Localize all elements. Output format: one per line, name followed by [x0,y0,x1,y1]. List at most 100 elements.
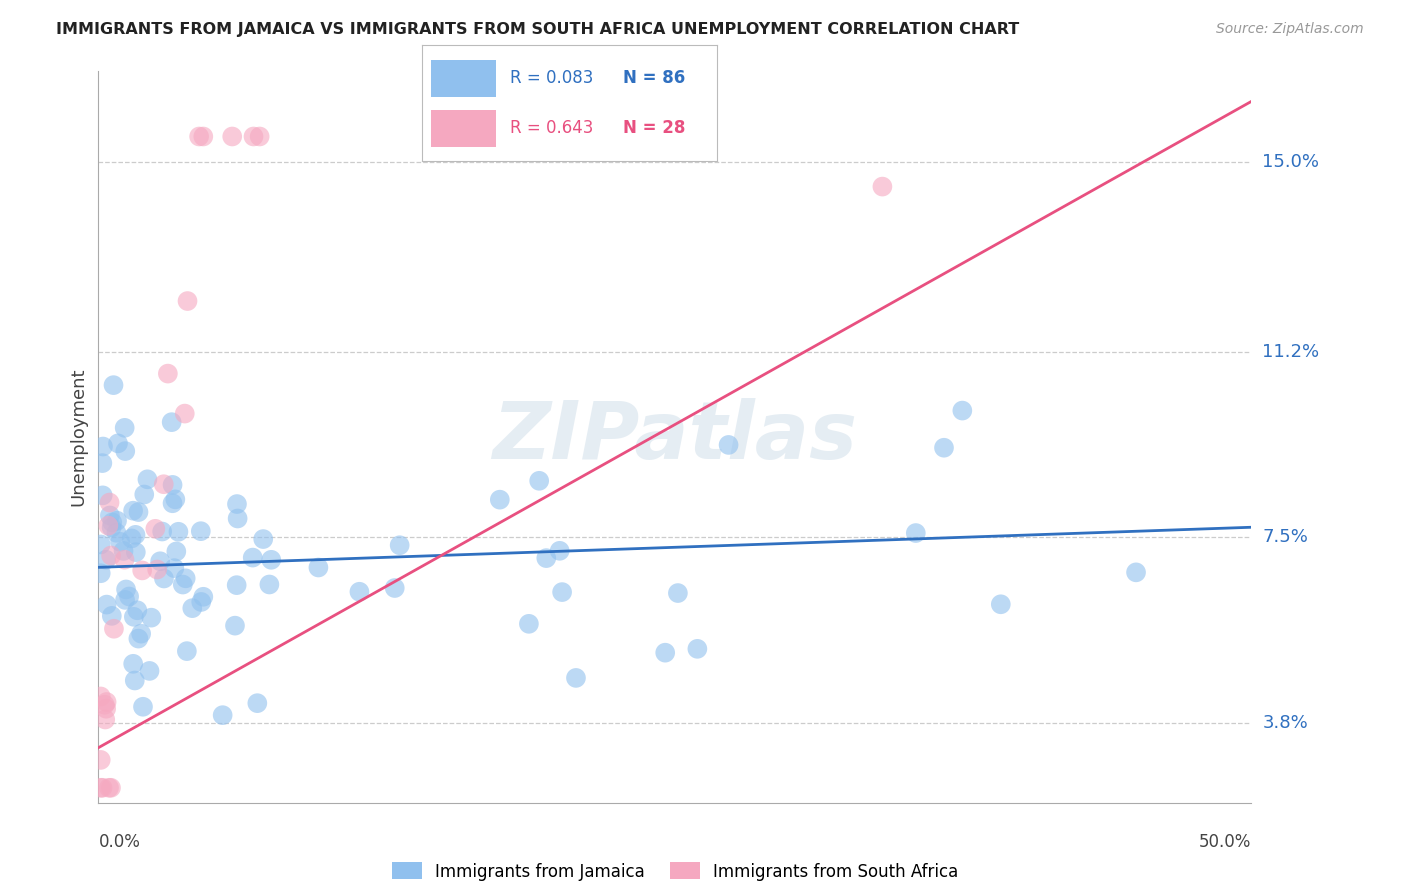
Immigrants from South Africa [872,179,894,194]
Immigrants from Jamaica [91,440,114,454]
Immigrants from Jamaica [128,505,150,519]
Immigrants from South Africa [176,293,198,308]
Immigrants from South Africa [98,780,121,795]
Immigrants from Jamaica [932,441,955,455]
Immigrants from Jamaica [226,497,249,511]
FancyBboxPatch shape [430,60,496,97]
Immigrants from South Africa [94,698,117,712]
Immigrants from Jamaica [112,544,135,558]
Text: 0.0%: 0.0% [98,833,141,851]
Immigrants from South Africa [173,407,195,421]
Immigrants from Jamaica [122,610,145,624]
Immigrants from Jamaica [98,508,121,523]
Immigrants from Jamaica [134,487,156,501]
Immigrants from South Africa [114,552,136,566]
Immigrants from Jamaica [551,585,574,599]
Immigrants from South Africa [100,549,122,563]
Immigrants from Jamaica [190,595,212,609]
Immigrants from South Africa [90,690,112,704]
Immigrants from Jamaica [165,544,187,558]
Text: R = 0.083: R = 0.083 [510,69,593,87]
Immigrants from Jamaica [172,577,194,591]
Immigrants from Jamaica [96,598,118,612]
Immigrants from Jamaica [107,436,129,450]
Immigrants from Jamaica [91,456,114,470]
Immigrants from Jamaica [136,472,159,486]
Immigrants from Jamaica [153,572,176,586]
Immigrants from Jamaica [176,644,198,658]
Immigrants from Jamaica [190,524,212,538]
Legend: Immigrants from Jamaica, Immigrants from South Africa: Immigrants from Jamaica, Immigrants from… [391,863,959,880]
Immigrants from South Africa [131,563,153,577]
Immigrants from South Africa [90,753,112,767]
Immigrants from South Africa [188,129,211,144]
Y-axis label: Unemployment: Unemployment [69,368,87,507]
Immigrants from Jamaica [193,590,215,604]
Text: N = 86: N = 86 [623,69,685,87]
Immigrants from South Africa [156,367,179,381]
Immigrants from Jamaica [349,584,371,599]
Immigrants from South Africa [152,477,174,491]
Immigrants from South Africa [221,129,243,144]
Immigrants from Jamaica [565,671,588,685]
Immigrants from Jamaica [108,534,131,549]
Text: IMMIGRANTS FROM JAMAICA VS IMMIGRANTS FROM SOUTH AFRICA UNEMPLOYMENT CORRELATION: IMMIGRANTS FROM JAMAICA VS IMMIGRANTS FR… [56,22,1019,37]
Immigrants from Jamaica [666,586,689,600]
Text: 11.2%: 11.2% [1263,343,1320,361]
Immigrants from South Africa [98,495,121,509]
Immigrants from Jamaica [127,603,149,617]
Immigrants from Jamaica [114,444,136,458]
Immigrants from Jamaica [118,590,141,604]
Immigrants from Jamaica [105,525,128,540]
Immigrants from Jamaica [904,526,927,541]
Immigrants from Jamaica [224,618,246,632]
Immigrants from Jamaica [94,553,117,567]
Immigrants from Jamaica [1125,566,1147,580]
Immigrants from Jamaica [114,421,136,435]
Immigrants from Jamaica [101,516,124,530]
Immigrants from Jamaica [115,582,138,597]
Immigrants from South Africa [97,518,120,533]
Immigrants from Jamaica [246,696,269,710]
Immigrants from South Africa [100,780,122,795]
Immigrants from Jamaica [950,403,973,417]
Immigrants from Jamaica [211,708,233,723]
Immigrants from Jamaica [141,610,163,624]
Immigrants from Jamaica [388,538,411,552]
Immigrants from Jamaica [1286,696,1309,710]
Immigrants from Jamaica [259,577,281,591]
Immigrants from Jamaica [717,438,740,452]
Immigrants from South Africa [90,780,112,795]
Immigrants from Jamaica [129,626,152,640]
Immigrants from Jamaica [167,524,190,539]
Immigrants from Jamaica [260,553,283,567]
Immigrants from South Africa [91,780,114,795]
Immigrants from South Africa [242,129,264,144]
Immigrants from Jamaica [536,551,558,566]
Immigrants from Jamaica [125,545,148,559]
Immigrants from Jamaica [548,543,571,558]
Immigrants from Jamaica [488,492,510,507]
Immigrants from Jamaica [132,699,155,714]
Immigrants from Jamaica [162,496,184,510]
Immigrants from Jamaica [114,593,136,607]
Immigrants from Jamaica [990,597,1012,611]
Immigrants from South Africa [143,522,166,536]
Immigrants from Jamaica [150,524,173,539]
Text: N = 28: N = 28 [623,119,685,136]
Immigrants from South Africa [96,695,118,709]
Immigrants from Jamaica [91,488,114,502]
Immigrants from Jamaica [384,581,406,595]
Immigrants from South Africa [249,129,271,144]
Immigrants from South Africa [103,622,125,636]
Immigrants from Jamaica [124,528,146,542]
Text: ZIPatlas: ZIPatlas [492,398,858,476]
Text: 3.8%: 3.8% [1263,714,1308,731]
Immigrants from Jamaica [181,601,204,615]
Text: Source: ZipAtlas.com: Source: ZipAtlas.com [1216,22,1364,37]
Immigrants from Jamaica [127,632,149,646]
Immigrants from Jamaica [163,561,186,575]
Immigrants from Jamaica [252,532,274,546]
Immigrants from Jamaica [307,560,329,574]
Text: R = 0.643: R = 0.643 [510,119,593,136]
